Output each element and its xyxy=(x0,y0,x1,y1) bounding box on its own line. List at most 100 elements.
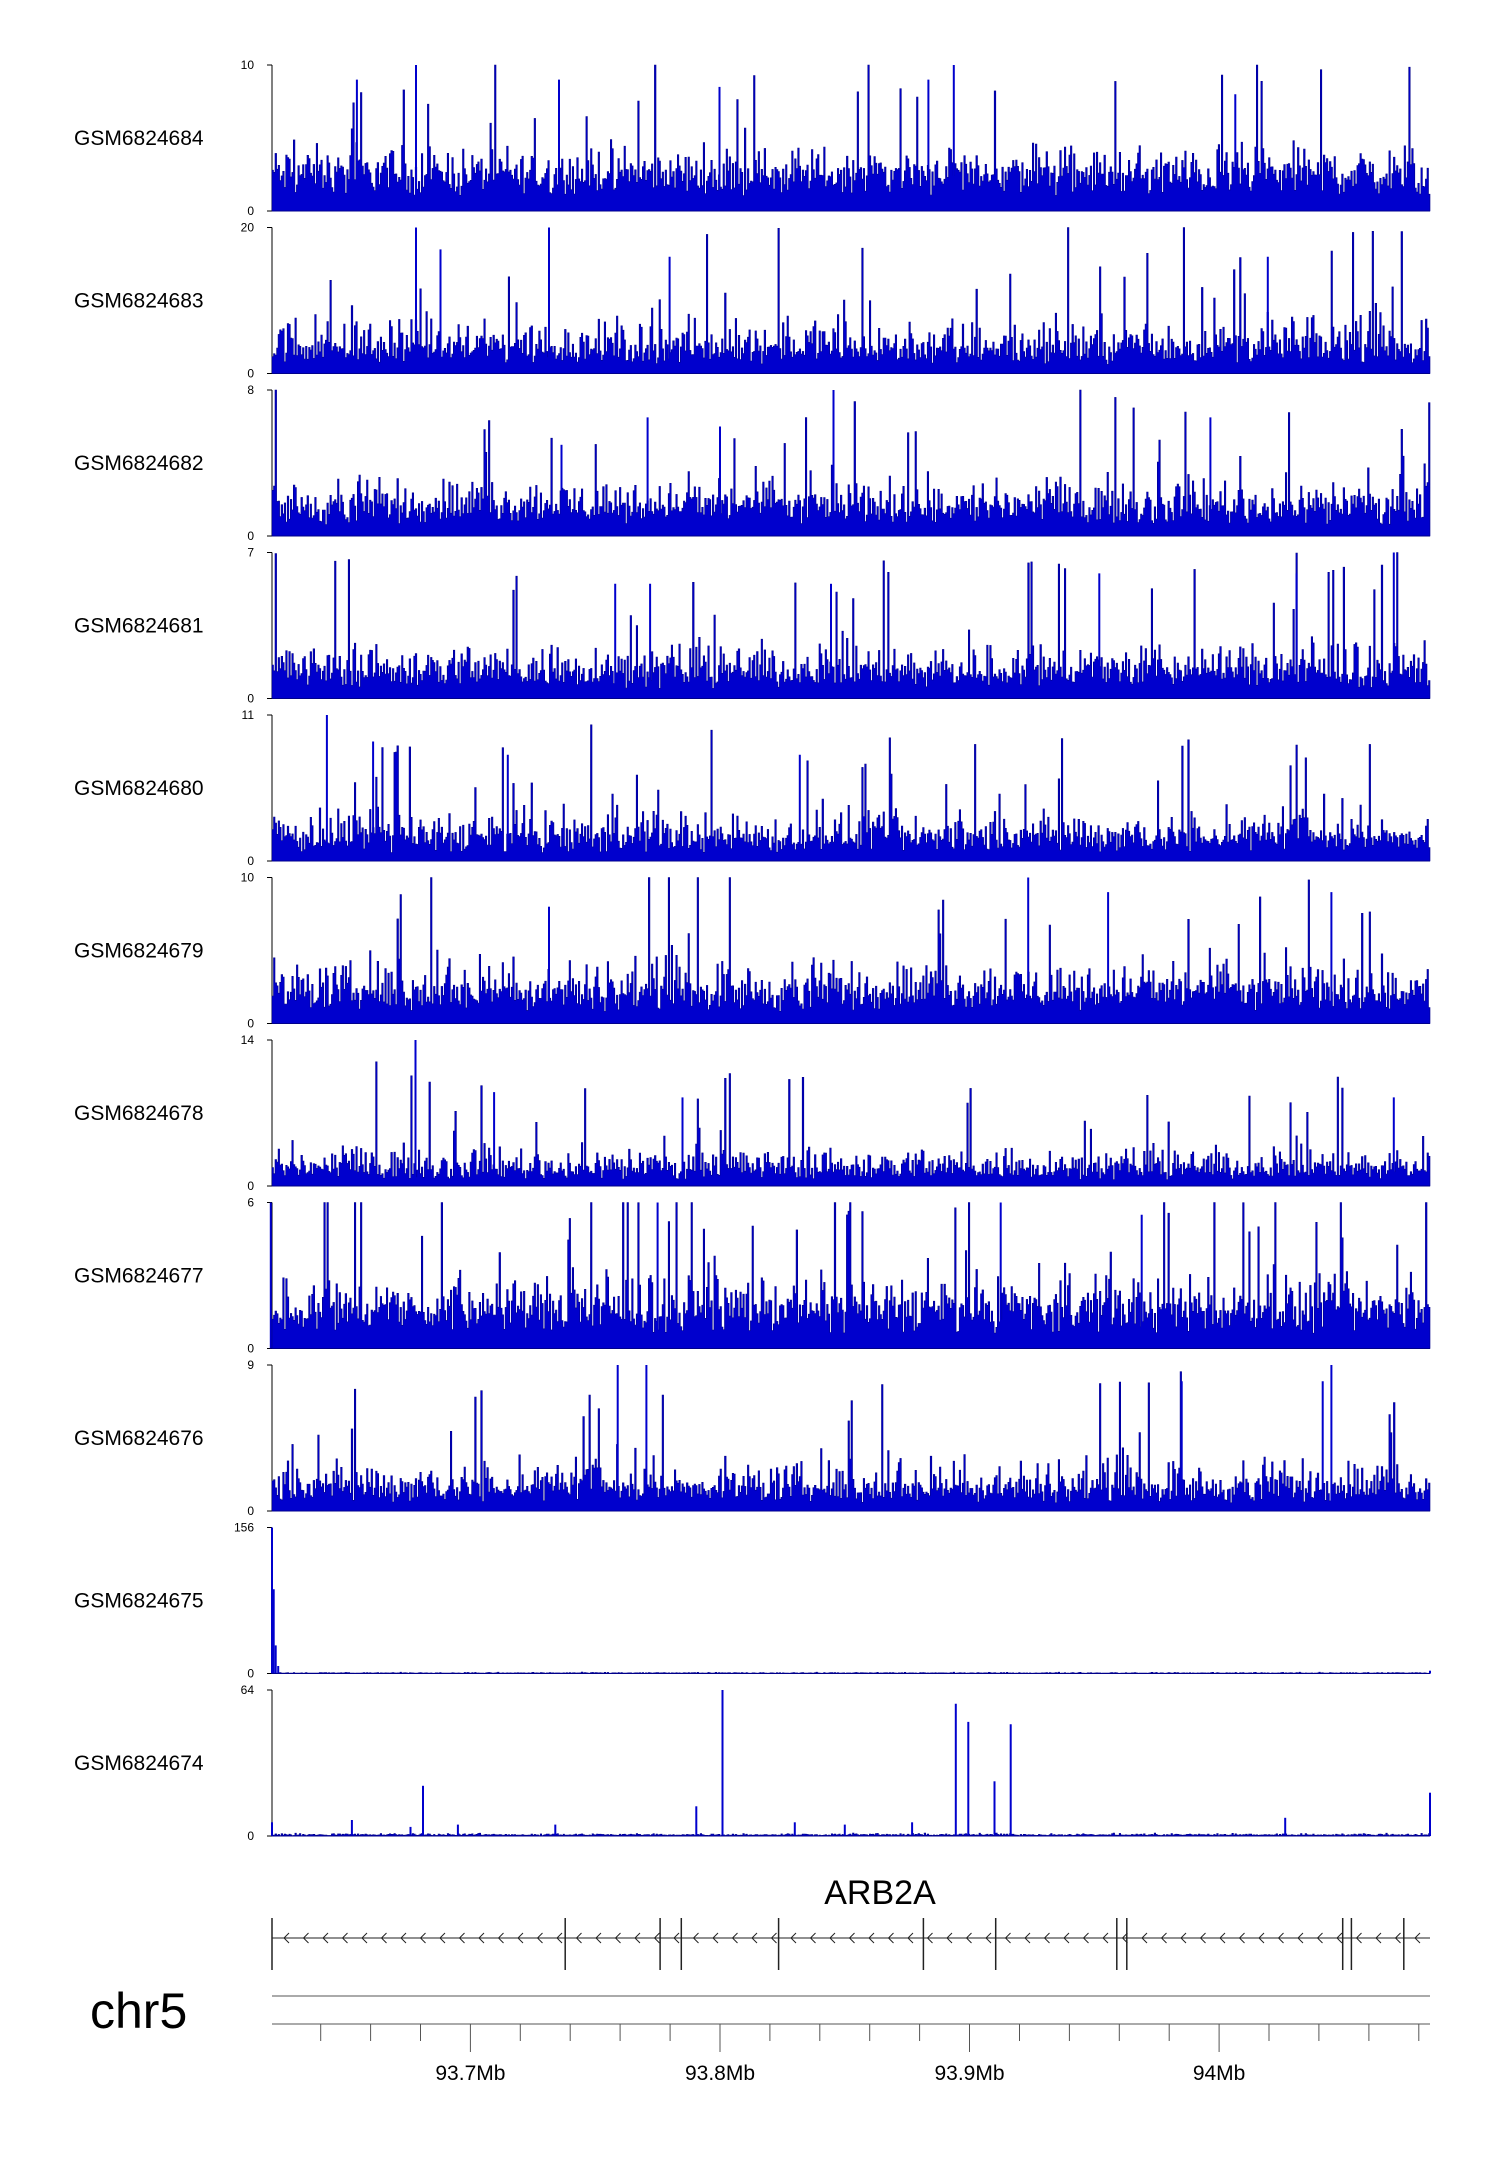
strand-arrow xyxy=(478,1932,485,1944)
track-label: GSM6824675 xyxy=(74,1590,204,1613)
signal-area xyxy=(271,389,1431,537)
strand-arrow xyxy=(868,1932,875,1944)
strand-arrow xyxy=(809,1932,816,1944)
y-tick-label-max: 14 xyxy=(241,1033,255,1047)
track-label: GSM6824682 xyxy=(74,452,204,475)
strand-arrow xyxy=(497,1932,504,1944)
strand-arrow xyxy=(595,1932,602,1944)
strand-arrow xyxy=(790,1932,797,1944)
track-label: GSM6824678 xyxy=(74,1102,204,1125)
track-GSM6824680: 11 0 GSM6824680 xyxy=(74,708,1431,868)
strand-arrow xyxy=(439,1932,446,1944)
track-GSM6824678: 14 0 GSM6824678 xyxy=(74,1033,1431,1193)
strand-arrow xyxy=(1004,1932,1011,1944)
y-tick-label-max: 6 xyxy=(247,1196,254,1210)
strand-arrow xyxy=(1219,1932,1226,1944)
strand-arrow xyxy=(653,1932,660,1944)
y-tick-label-min: 0 xyxy=(247,529,254,543)
strand-arrow xyxy=(341,1932,348,1944)
track-label: GSM6824674 xyxy=(74,1752,204,1775)
track-GSM6824677: 6 0 GSM6824677 xyxy=(74,1196,1431,1356)
strand-arrow xyxy=(1180,1932,1187,1944)
strand-arrow xyxy=(1121,1932,1128,1944)
y-tick-label-min: 0 xyxy=(247,1342,254,1356)
strand-arrow xyxy=(907,1932,914,1944)
signal-tracks: 10 0 GSM6824684 20 0 GSM6824683 8 0 GSM6824682 7 0… xyxy=(74,58,1431,1843)
track-label: GSM6824681 xyxy=(74,615,204,638)
y-tick-label-min: 0 xyxy=(247,204,254,218)
track-GSM6824682: 8 0 GSM6824682 xyxy=(74,383,1431,543)
signal-area xyxy=(271,227,1431,374)
strand-arrow xyxy=(1141,1932,1148,1944)
coordinate-label-3: 94Mb xyxy=(1193,2062,1246,2085)
strand-arrow xyxy=(731,1932,738,1944)
strand-arrow xyxy=(887,1932,894,1944)
y-tick-label-max: 156 xyxy=(234,1521,254,1535)
strand-arrow xyxy=(1297,1932,1304,1944)
y-tick-label-max: 7 xyxy=(247,546,254,560)
strand-arrow xyxy=(751,1932,758,1944)
genomic-coordinate-axis: chr5 93.7Mb 93.8Mb 93.9Mb 94Mb xyxy=(90,1983,1430,2085)
y-tick-label-max: 20 xyxy=(241,221,255,235)
strand-arrow xyxy=(1063,1932,1070,1944)
y-tick-label-min: 0 xyxy=(247,1179,254,1193)
track-GSM6824681: 7 0 GSM6824681 xyxy=(74,546,1431,706)
strand-arrow xyxy=(946,1932,953,1944)
chromosome-label: chr5 xyxy=(90,1983,187,2039)
track-GSM6824683: 20 0 GSM6824683 xyxy=(74,221,1431,381)
strand-arrow xyxy=(829,1932,836,1944)
strand-arrow xyxy=(1043,1932,1050,1944)
y-tick-label-min: 0 xyxy=(247,1017,254,1031)
strand-arrow xyxy=(1394,1932,1401,1944)
strand-arrow xyxy=(400,1932,407,1944)
y-tick-label-min: 0 xyxy=(247,1667,254,1681)
strand-arrow xyxy=(634,1932,641,1944)
track-label: GSM6824683 xyxy=(74,290,204,313)
strand-arrow xyxy=(985,1932,992,1944)
strand-arrow xyxy=(1024,1932,1031,1944)
coordinate-label-2: 93.9Mb xyxy=(934,2062,1004,2085)
strand-arrow xyxy=(1258,1932,1265,1944)
signal-area xyxy=(271,1202,1431,1349)
strand-arrow xyxy=(692,1932,699,1944)
strand-arrow xyxy=(1414,1932,1421,1944)
track-GSM6824674: 64 0 GSM6824674 xyxy=(74,1683,1431,1843)
signal-area xyxy=(271,552,1431,699)
track-GSM6824675: 156 0 GSM6824675 xyxy=(74,1521,1431,1681)
strand-arrow xyxy=(419,1932,426,1944)
track-GSM6824679: 10 0 GSM6824679 xyxy=(74,871,1431,1031)
strand-arrow xyxy=(517,1932,524,1944)
coordinate-label-1: 93.8Mb xyxy=(685,2062,755,2085)
signal-area xyxy=(271,724,1431,862)
y-tick-label-max: 8 xyxy=(247,383,254,397)
track-label: GSM6824684 xyxy=(74,127,204,150)
signal-area xyxy=(271,1061,1431,1187)
y-tick-label-max: 10 xyxy=(241,58,255,72)
y-tick-label-min: 0 xyxy=(247,1829,254,1843)
y-tick-label-min: 0 xyxy=(247,692,254,706)
strand-arrow xyxy=(614,1932,621,1944)
strand-arrow xyxy=(458,1932,465,1944)
strand-arrow xyxy=(673,1932,680,1944)
track-label: GSM6824676 xyxy=(74,1427,204,1450)
strand-arrow xyxy=(1277,1932,1284,1944)
strand-arrow xyxy=(770,1932,777,1944)
strand-arrow xyxy=(1316,1932,1323,1944)
gene-annotation-track: ARB2A xyxy=(271,1874,1430,1970)
signal-area xyxy=(271,1371,1431,1512)
strand-arrow xyxy=(712,1932,719,1944)
signal-area xyxy=(271,64,1431,212)
coordinate-label-0: 93.7Mb xyxy=(435,2062,505,2085)
strand-arrow xyxy=(1199,1932,1206,1944)
strand-arrow xyxy=(1355,1932,1362,1944)
strand-arrow xyxy=(283,1932,290,1944)
strand-arrow xyxy=(1375,1932,1382,1944)
track-label: GSM6824680 xyxy=(74,777,204,800)
y-tick-label-max: 11 xyxy=(242,708,255,722)
strand-arrow xyxy=(1160,1932,1167,1944)
y-tick-label-max: 64 xyxy=(241,1683,255,1697)
strand-arrow xyxy=(536,1932,543,1944)
strand-arrow xyxy=(361,1932,368,1944)
y-tick-label-min: 0 xyxy=(247,1504,254,1518)
